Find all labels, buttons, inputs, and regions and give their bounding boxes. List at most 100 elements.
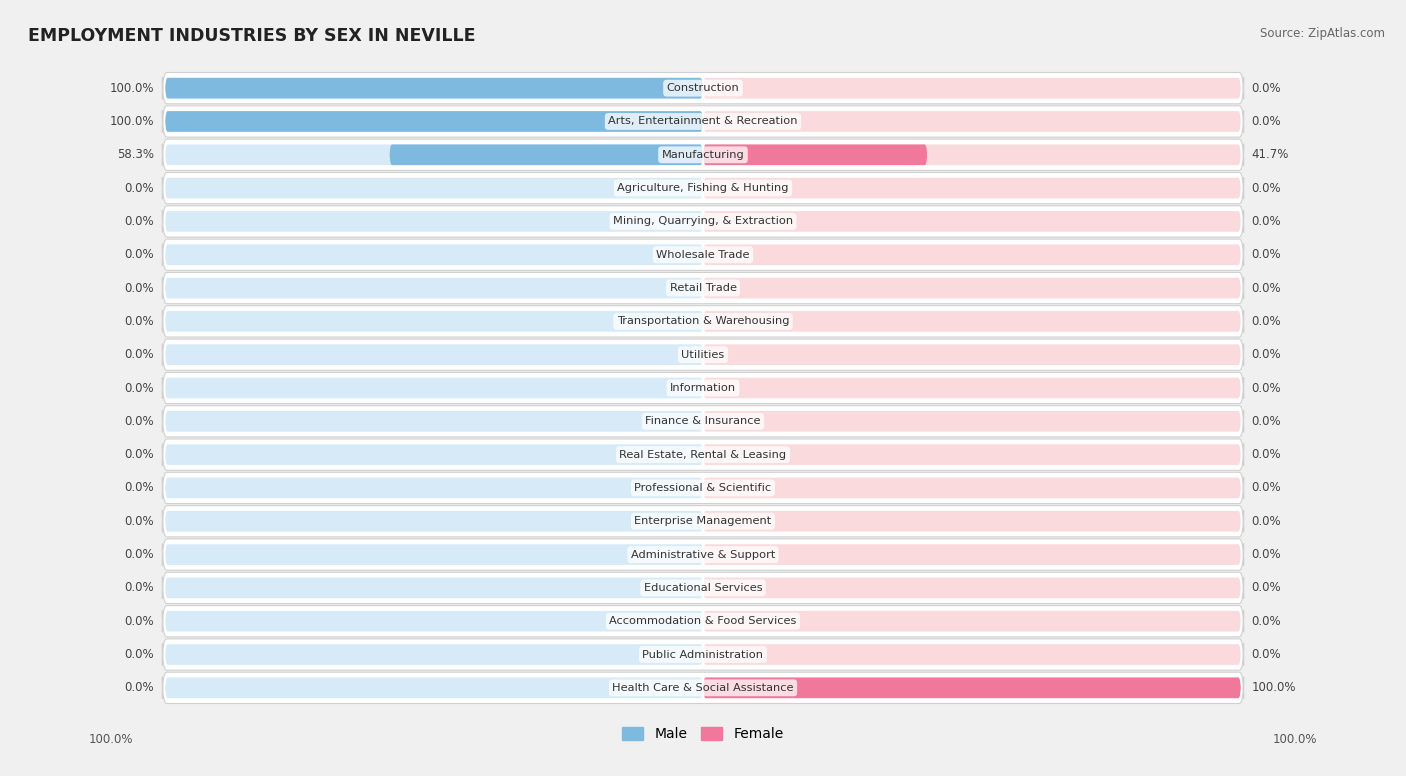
FancyBboxPatch shape bbox=[165, 211, 703, 232]
FancyBboxPatch shape bbox=[162, 539, 1244, 570]
FancyBboxPatch shape bbox=[703, 144, 1241, 165]
FancyBboxPatch shape bbox=[162, 272, 1244, 303]
FancyBboxPatch shape bbox=[165, 378, 703, 398]
Text: Construction: Construction bbox=[666, 83, 740, 93]
FancyBboxPatch shape bbox=[162, 672, 1244, 704]
FancyBboxPatch shape bbox=[162, 139, 1244, 171]
Text: 0.0%: 0.0% bbox=[125, 548, 155, 561]
FancyBboxPatch shape bbox=[703, 445, 1241, 465]
Text: 0.0%: 0.0% bbox=[1251, 215, 1281, 228]
FancyBboxPatch shape bbox=[162, 339, 1244, 370]
Text: 0.0%: 0.0% bbox=[125, 315, 155, 328]
Text: Mining, Quarrying, & Extraction: Mining, Quarrying, & Extraction bbox=[613, 217, 793, 227]
FancyBboxPatch shape bbox=[165, 78, 703, 99]
Text: 0.0%: 0.0% bbox=[125, 382, 155, 394]
Text: 0.0%: 0.0% bbox=[1251, 415, 1281, 428]
Text: 0.0%: 0.0% bbox=[1251, 548, 1281, 561]
Text: Arts, Entertainment & Recreation: Arts, Entertainment & Recreation bbox=[609, 116, 797, 126]
FancyBboxPatch shape bbox=[165, 611, 703, 632]
FancyBboxPatch shape bbox=[703, 544, 1241, 565]
FancyBboxPatch shape bbox=[703, 411, 1241, 431]
FancyBboxPatch shape bbox=[165, 411, 703, 431]
FancyBboxPatch shape bbox=[165, 677, 703, 698]
Text: Accommodation & Food Services: Accommodation & Food Services bbox=[609, 616, 797, 626]
FancyBboxPatch shape bbox=[703, 677, 1241, 698]
Text: 0.0%: 0.0% bbox=[1251, 282, 1281, 295]
FancyBboxPatch shape bbox=[165, 311, 703, 331]
FancyBboxPatch shape bbox=[162, 306, 1244, 337]
Text: 0.0%: 0.0% bbox=[125, 514, 155, 528]
Text: Professional & Scientific: Professional & Scientific bbox=[634, 483, 772, 493]
Text: 0.0%: 0.0% bbox=[1251, 348, 1281, 361]
FancyBboxPatch shape bbox=[703, 111, 1241, 132]
Text: 0.0%: 0.0% bbox=[1251, 615, 1281, 628]
Text: 0.0%: 0.0% bbox=[1251, 248, 1281, 262]
Text: 0.0%: 0.0% bbox=[125, 248, 155, 262]
Text: 100.0%: 100.0% bbox=[1272, 733, 1317, 747]
Text: 0.0%: 0.0% bbox=[125, 681, 155, 695]
FancyBboxPatch shape bbox=[165, 544, 703, 565]
Text: Administrative & Support: Administrative & Support bbox=[631, 549, 775, 559]
FancyBboxPatch shape bbox=[162, 572, 1244, 604]
Text: 0.0%: 0.0% bbox=[125, 581, 155, 594]
Text: Public Administration: Public Administration bbox=[643, 650, 763, 660]
FancyBboxPatch shape bbox=[165, 78, 703, 99]
FancyBboxPatch shape bbox=[162, 106, 1244, 137]
FancyBboxPatch shape bbox=[703, 644, 1241, 665]
FancyBboxPatch shape bbox=[703, 144, 928, 165]
FancyBboxPatch shape bbox=[162, 206, 1244, 237]
Text: 0.0%: 0.0% bbox=[1251, 382, 1281, 394]
FancyBboxPatch shape bbox=[162, 406, 1244, 437]
Text: Source: ZipAtlas.com: Source: ZipAtlas.com bbox=[1260, 27, 1385, 40]
Text: 0.0%: 0.0% bbox=[125, 648, 155, 661]
Text: 100.0%: 100.0% bbox=[89, 733, 134, 747]
Text: 0.0%: 0.0% bbox=[125, 615, 155, 628]
Text: Utilities: Utilities bbox=[682, 350, 724, 360]
Text: Retail Trade: Retail Trade bbox=[669, 283, 737, 293]
FancyBboxPatch shape bbox=[703, 211, 1241, 232]
FancyBboxPatch shape bbox=[703, 278, 1241, 299]
Text: 0.0%: 0.0% bbox=[125, 448, 155, 461]
Text: Wholesale Trade: Wholesale Trade bbox=[657, 250, 749, 260]
Text: 0.0%: 0.0% bbox=[1251, 448, 1281, 461]
FancyBboxPatch shape bbox=[162, 605, 1244, 637]
FancyBboxPatch shape bbox=[389, 144, 703, 165]
Text: EMPLOYMENT INDUSTRIES BY SEX IN NEVILLE: EMPLOYMENT INDUSTRIES BY SEX IN NEVILLE bbox=[28, 27, 475, 45]
Text: 58.3%: 58.3% bbox=[117, 148, 155, 161]
Text: 0.0%: 0.0% bbox=[125, 182, 155, 195]
FancyBboxPatch shape bbox=[165, 511, 703, 532]
Text: Real Estate, Rental & Leasing: Real Estate, Rental & Leasing bbox=[620, 449, 786, 459]
FancyBboxPatch shape bbox=[703, 677, 1241, 698]
FancyBboxPatch shape bbox=[703, 244, 1241, 265]
FancyBboxPatch shape bbox=[165, 111, 703, 132]
FancyBboxPatch shape bbox=[703, 577, 1241, 598]
Legend: Male, Female: Male, Female bbox=[617, 722, 789, 747]
FancyBboxPatch shape bbox=[165, 278, 703, 299]
FancyBboxPatch shape bbox=[165, 244, 703, 265]
Text: 0.0%: 0.0% bbox=[1251, 315, 1281, 328]
FancyBboxPatch shape bbox=[165, 345, 703, 365]
Text: 0.0%: 0.0% bbox=[1251, 115, 1281, 128]
FancyBboxPatch shape bbox=[165, 178, 703, 199]
Text: 0.0%: 0.0% bbox=[125, 215, 155, 228]
Text: 0.0%: 0.0% bbox=[125, 348, 155, 361]
FancyBboxPatch shape bbox=[162, 439, 1244, 470]
Text: Agriculture, Fishing & Hunting: Agriculture, Fishing & Hunting bbox=[617, 183, 789, 193]
Text: 0.0%: 0.0% bbox=[125, 282, 155, 295]
FancyBboxPatch shape bbox=[165, 477, 703, 498]
Text: 100.0%: 100.0% bbox=[1251, 681, 1296, 695]
FancyBboxPatch shape bbox=[165, 577, 703, 598]
FancyBboxPatch shape bbox=[703, 611, 1241, 632]
Text: Educational Services: Educational Services bbox=[644, 583, 762, 593]
Text: 100.0%: 100.0% bbox=[110, 81, 155, 95]
FancyBboxPatch shape bbox=[165, 445, 703, 465]
FancyBboxPatch shape bbox=[162, 72, 1244, 104]
FancyBboxPatch shape bbox=[162, 372, 1244, 404]
FancyBboxPatch shape bbox=[703, 511, 1241, 532]
Text: 0.0%: 0.0% bbox=[1251, 514, 1281, 528]
FancyBboxPatch shape bbox=[162, 239, 1244, 270]
FancyBboxPatch shape bbox=[703, 477, 1241, 498]
Text: Finance & Insurance: Finance & Insurance bbox=[645, 416, 761, 426]
Text: 0.0%: 0.0% bbox=[125, 415, 155, 428]
Text: Manufacturing: Manufacturing bbox=[662, 150, 744, 160]
